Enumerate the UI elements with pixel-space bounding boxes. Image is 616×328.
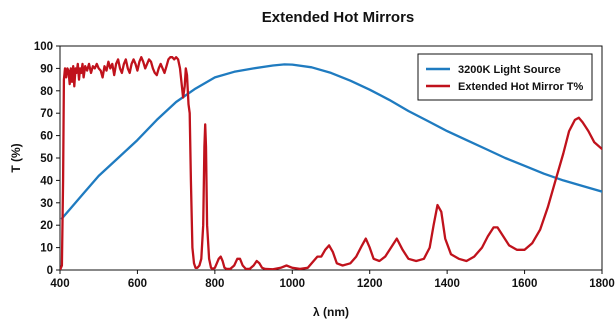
- y-tick-label: 10: [40, 243, 53, 255]
- y-tick-label: 50: [40, 153, 53, 165]
- chart-title: Extended Hot Mirrors: [262, 9, 415, 26]
- y-axis-title: T (%): [9, 143, 23, 172]
- x-tick-label: 1600: [512, 278, 538, 290]
- series-lines: [60, 56, 602, 270]
- legend-box: [417, 53, 593, 101]
- x-axis: 400 600 800 1000 1200 1400 1600 1800: [50, 270, 615, 290]
- x-axis-title: λ (nm): [313, 305, 349, 319]
- plot-area: 400 600 800 1000 1200 1400 1600 1800 0 10 20 30 40 5…: [34, 41, 615, 290]
- x-tick-label: 800: [205, 278, 224, 290]
- y-tick-label: 80: [40, 86, 53, 98]
- y-tick-label: 40: [40, 175, 53, 187]
- series-line-light-source: [60, 63, 602, 220]
- x-tick-label: 1000: [279, 278, 305, 290]
- y-tick-label: 70: [40, 108, 53, 120]
- y-tick-label: 20: [40, 220, 53, 232]
- y-tick-label: 0: [47, 265, 53, 277]
- legend-label-light-source: 3200K Light Source: [458, 64, 561, 76]
- y-axis: 0 10 20 30 40 50 60 70 80 90 100: [34, 41, 60, 277]
- legend-label-hot-mirror: Extended Hot Mirror T%: [458, 81, 584, 93]
- y-tick-label: 90: [40, 63, 53, 75]
- y-tick-label: 30: [40, 198, 53, 210]
- y-tick-label: 100: [34, 41, 53, 53]
- legend: 3200K Light Source Extended Hot Mirror T…: [417, 53, 593, 101]
- y-tick-label: 60: [40, 131, 53, 143]
- series-line-hot-mirror: [60, 56, 602, 270]
- x-tick-label: 1400: [434, 278, 460, 290]
- x-tick-label: 400: [50, 278, 69, 290]
- x-tick-label: 1200: [357, 278, 383, 290]
- x-tick-label: 600: [128, 278, 147, 290]
- x-tick-label: 1800: [589, 278, 615, 290]
